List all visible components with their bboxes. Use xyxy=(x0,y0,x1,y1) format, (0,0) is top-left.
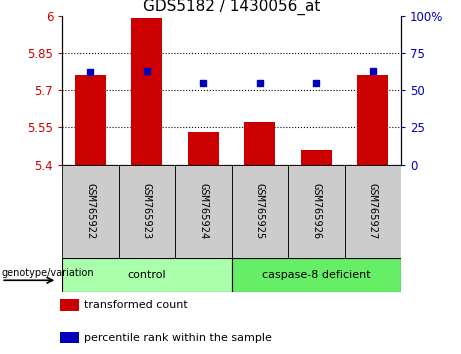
Point xyxy=(200,80,207,86)
Point xyxy=(87,70,94,75)
Bar xyxy=(131,18,162,165)
Text: transformed count: transformed count xyxy=(84,300,188,310)
Text: GSM765927: GSM765927 xyxy=(368,183,378,240)
Bar xyxy=(288,165,344,258)
Bar xyxy=(175,165,231,258)
Bar xyxy=(62,165,118,258)
Bar xyxy=(231,165,288,258)
Point xyxy=(256,80,264,86)
Bar xyxy=(231,258,401,292)
Point xyxy=(143,68,151,74)
Text: genotype/variation: genotype/variation xyxy=(1,268,94,278)
Bar xyxy=(60,332,79,343)
Bar xyxy=(62,258,231,292)
Bar xyxy=(244,122,275,165)
Bar xyxy=(60,299,79,311)
Bar xyxy=(188,132,219,165)
Text: percentile rank within the sample: percentile rank within the sample xyxy=(84,333,272,343)
Text: GSM765923: GSM765923 xyxy=(142,183,152,240)
Bar xyxy=(344,165,401,258)
Text: GSM765924: GSM765924 xyxy=(198,183,208,240)
Text: GSM765925: GSM765925 xyxy=(255,183,265,240)
Text: caspase-8 deficient: caspase-8 deficient xyxy=(262,270,371,280)
Bar xyxy=(118,165,175,258)
Point xyxy=(313,80,320,86)
Text: GSM765926: GSM765926 xyxy=(311,183,321,240)
Bar xyxy=(75,75,106,165)
Title: GDS5182 / 1430056_at: GDS5182 / 1430056_at xyxy=(143,0,320,15)
Point xyxy=(369,68,377,74)
Text: control: control xyxy=(128,270,166,280)
Bar xyxy=(357,75,388,165)
Text: GSM765922: GSM765922 xyxy=(85,183,95,240)
Bar xyxy=(301,150,332,165)
